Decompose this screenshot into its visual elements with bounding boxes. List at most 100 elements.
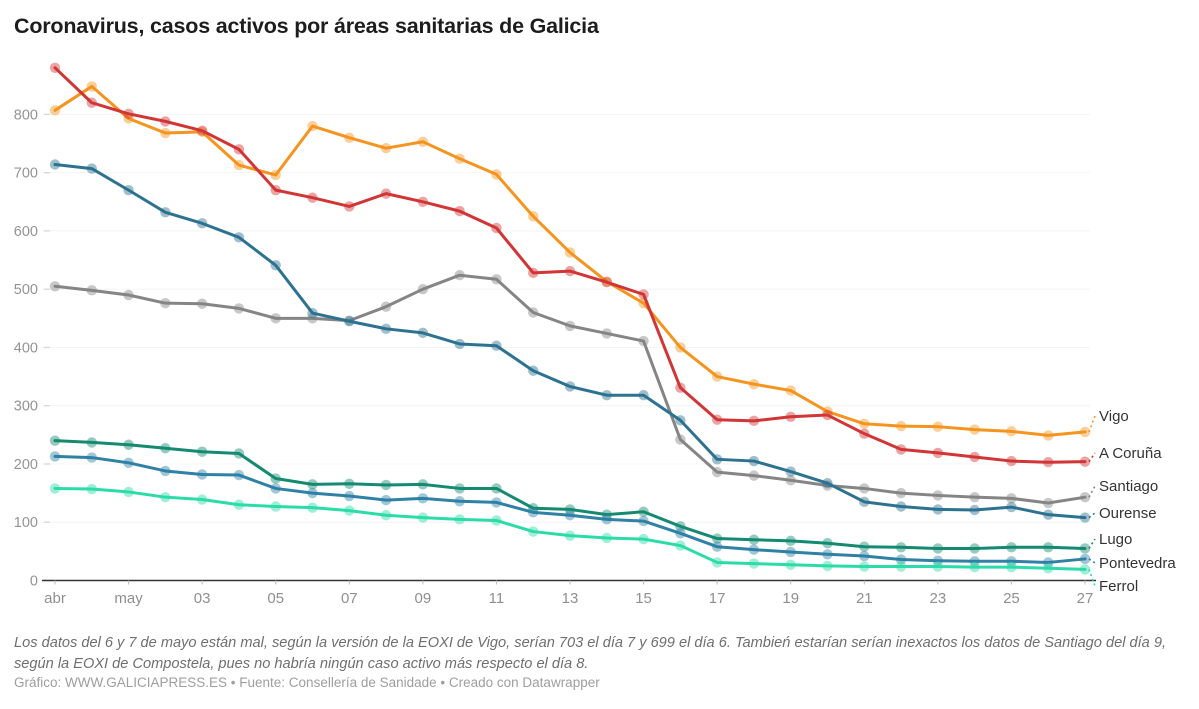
data-point[interactable]	[528, 526, 539, 537]
data-point[interactable]	[748, 378, 760, 390]
data-point[interactable]	[1006, 542, 1017, 553]
data-point[interactable]	[1006, 426, 1017, 437]
data-point[interactable]	[601, 390, 612, 401]
data-point[interactable]	[454, 514, 465, 525]
data-point[interactable]	[1079, 491, 1091, 503]
data-point[interactable]	[638, 390, 649, 401]
data-point[interactable]	[895, 561, 907, 572]
data-point[interactable]	[969, 561, 980, 573]
data-point[interactable]	[270, 483, 281, 494]
data-point[interactable]	[344, 478, 355, 489]
data-point[interactable]	[380, 188, 392, 199]
data-point[interactable]	[1006, 556, 1017, 567]
series-points[interactable]	[49, 451, 1091, 568]
data-point[interactable]	[49, 483, 61, 494]
data-point[interactable]	[307, 120, 318, 132]
data-point[interactable]	[307, 192, 318, 203]
data-point[interactable]	[454, 153, 465, 164]
data-point[interactable]	[380, 142, 392, 154]
data-point[interactable]	[748, 544, 760, 555]
data-point[interactable]	[638, 506, 649, 517]
series-points[interactable]	[49, 483, 1091, 575]
data-point[interactable]	[491, 222, 502, 234]
data-point[interactable]	[564, 530, 576, 541]
data-point[interactable]	[86, 452, 97, 463]
data-point[interactable]	[969, 543, 980, 554]
data-point[interactable]	[528, 365, 539, 376]
data-point[interactable]	[1079, 512, 1091, 523]
data-point[interactable]	[601, 514, 612, 525]
data-point[interactable]	[785, 411, 796, 422]
data-point[interactable]	[859, 428, 870, 439]
data-point[interactable]	[491, 274, 502, 285]
data-point[interactable]	[528, 507, 539, 518]
data-point[interactable]	[859, 496, 870, 508]
data-point[interactable]	[528, 307, 539, 318]
data-point[interactable]	[417, 196, 429, 207]
data-point[interactable]	[417, 493, 429, 504]
data-point[interactable]	[270, 184, 281, 196]
data-point[interactable]	[748, 558, 760, 569]
data-point[interactable]	[49, 159, 61, 170]
data-point[interactable]	[123, 439, 134, 450]
data-point[interactable]	[932, 504, 944, 515]
data-point[interactable]	[196, 298, 208, 309]
data-point[interactable]	[601, 328, 612, 339]
data-point[interactable]	[380, 479, 392, 491]
data-point[interactable]	[49, 62, 61, 73]
data-point[interactable]	[49, 281, 61, 292]
data-point[interactable]	[491, 497, 502, 508]
data-point[interactable]	[785, 546, 796, 558]
data-point[interactable]	[711, 466, 723, 478]
data-point[interactable]	[454, 496, 465, 507]
data-point[interactable]	[1079, 564, 1091, 575]
data-point[interactable]	[233, 144, 245, 155]
data-point[interactable]	[196, 218, 208, 229]
data-point[interactable]	[638, 289, 649, 300]
data-point[interactable]	[160, 443, 171, 454]
data-point[interactable]	[675, 342, 686, 353]
data-point[interactable]	[711, 454, 723, 465]
data-point[interactable]	[86, 285, 97, 296]
data-point[interactable]	[969, 556, 980, 567]
data-point[interactable]	[491, 340, 502, 351]
data-point[interactable]	[233, 448, 245, 459]
data-point[interactable]	[1043, 557, 1054, 568]
data-point[interactable]	[233, 469, 245, 481]
data-point[interactable]	[675, 415, 686, 426]
data-point[interactable]	[969, 451, 980, 463]
data-point[interactable]	[895, 501, 907, 512]
data-point[interactable]	[564, 510, 576, 521]
data-point[interactable]	[859, 483, 870, 494]
data-point[interactable]	[123, 457, 134, 469]
data-point[interactable]	[932, 490, 944, 501]
data-point[interactable]	[785, 535, 796, 547]
data-point[interactable]	[785, 559, 796, 570]
data-point[interactable]	[1079, 456, 1091, 467]
data-point[interactable]	[160, 297, 171, 309]
data-point[interactable]	[932, 421, 944, 432]
data-point[interactable]	[307, 502, 318, 513]
data-point[interactable]	[711, 541, 723, 552]
data-point[interactable]	[160, 207, 171, 218]
data-point[interactable]	[307, 307, 318, 319]
data-point[interactable]	[1006, 501, 1017, 513]
data-point[interactable]	[344, 490, 355, 502]
data-point[interactable]	[895, 487, 907, 499]
data-point[interactable]	[344, 505, 355, 516]
data-point[interactable]	[123, 289, 134, 301]
data-point[interactable]	[491, 169, 502, 180]
data-point[interactable]	[270, 473, 281, 484]
data-point[interactable]	[417, 327, 429, 339]
data-point[interactable]	[49, 451, 61, 462]
data-point[interactable]	[86, 483, 97, 495]
data-point[interactable]	[123, 108, 134, 120]
data-point[interactable]	[675, 540, 686, 551]
data-point[interactable]	[822, 549, 833, 560]
data-point[interactable]	[822, 478, 833, 489]
data-point[interactable]	[601, 509, 612, 520]
data-point[interactable]	[564, 320, 576, 332]
data-point[interactable]	[859, 541, 870, 552]
data-point[interactable]	[1006, 493, 1017, 504]
data-point[interactable]	[491, 483, 502, 494]
